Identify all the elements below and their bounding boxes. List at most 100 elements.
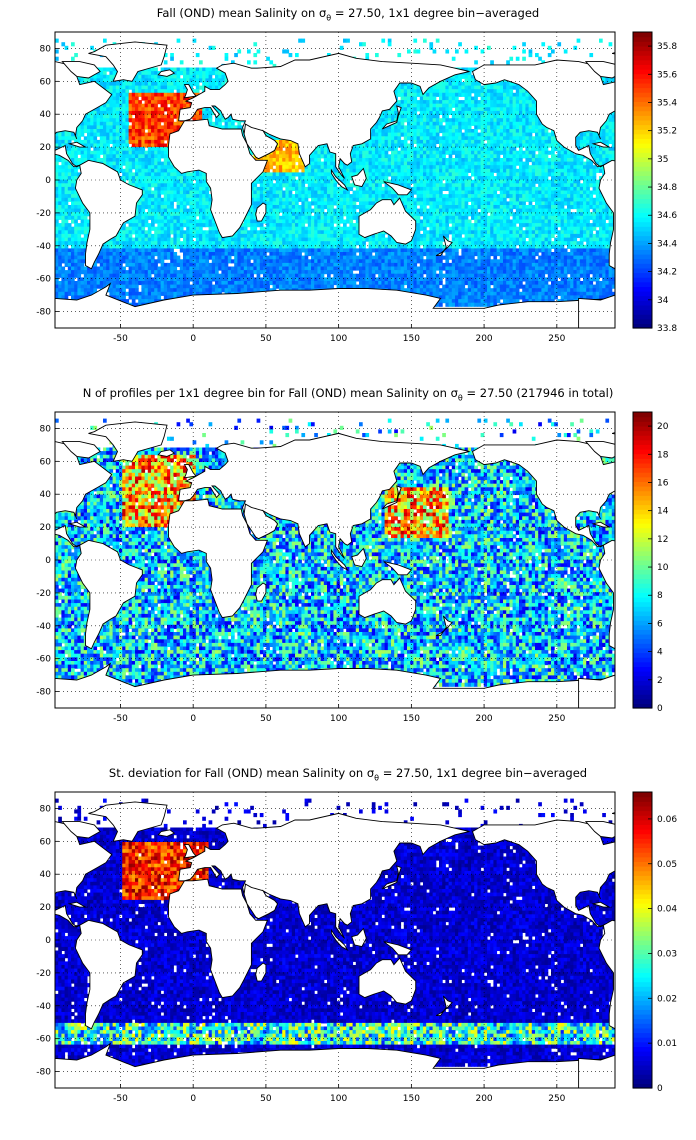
- baffin-island-land: [584, 821, 615, 839]
- colorbar-segment: [633, 226, 652, 232]
- title-text-end: = 27.50, 1x1 degree bin−averaged: [379, 766, 587, 780]
- colorbar-segment: [633, 824, 652, 830]
- colorbar-tick-label: 10: [657, 563, 669, 573]
- colorbar-segment: [633, 92, 652, 98]
- colorbar-segment: [633, 1078, 652, 1084]
- colorbar-tick-label: 12: [657, 535, 668, 545]
- colorbar-segment: [633, 1069, 652, 1075]
- colorbar-segment: [633, 550, 652, 556]
- x-tick-label: 200: [475, 1094, 492, 1104]
- colorbar-segment: [633, 267, 652, 274]
- colorbar-segment: [633, 439, 652, 445]
- colorbar-segment: [633, 1046, 652, 1052]
- colorbar-segment: [633, 518, 652, 524]
- title-text: Fall (OND) mean Salinity on σ: [157, 6, 327, 20]
- colorbar-segment: [633, 829, 652, 835]
- y-tick-label: 20: [40, 903, 52, 913]
- colorbar-segment: [633, 852, 652, 858]
- y-tick-label: -80: [36, 1068, 51, 1078]
- colorbar-tick-label: 33.8: [657, 324, 677, 334]
- colorbar-segment: [633, 953, 652, 960]
- madagascar-land: [255, 202, 267, 222]
- colorbar-segment: [633, 203, 652, 209]
- panel-title: St. deviation for Fall (OND) mean Salini…: [0, 766, 696, 782]
- colorbar-segment: [633, 82, 652, 89]
- colorbar-segment: [633, 972, 652, 978]
- panel-title: Fall (OND) mean Salinity on σθ = 27.50, …: [0, 6, 696, 22]
- colorbar-segment: [633, 180, 652, 186]
- eurasia-land: [178, 52, 470, 179]
- north-america-land: [471, 819, 615, 928]
- colorbar-segment: [633, 184, 652, 190]
- colorbar-segment: [633, 944, 652, 950]
- colorbar-segment: [633, 930, 652, 936]
- y-tick-label: -60: [36, 1035, 51, 1045]
- colorbar-segment: [633, 119, 652, 126]
- cuba-land: [67, 901, 88, 908]
- colorbar-segment: [633, 50, 652, 56]
- colorbar-segment: [633, 652, 652, 658]
- colorbar-segment: [633, 235, 652, 241]
- x-tick-label: 100: [330, 1094, 347, 1104]
- colorbar-tick-label: 4: [657, 648, 663, 658]
- title-text-end: = 27.50 (217946 in total): [463, 386, 613, 400]
- colorbar-segment: [633, 1064, 652, 1071]
- colorbar-segment: [633, 217, 652, 223]
- borneo-land: [351, 927, 367, 948]
- colorbar-segment: [633, 263, 652, 269]
- y-tick-label: 0: [45, 176, 51, 186]
- colorbar-segment: [633, 170, 652, 176]
- greenland-land: [88, 41, 168, 82]
- colorbar-segment: [633, 833, 652, 839]
- colorbar-segment: [633, 147, 652, 153]
- x-tick-label: 50: [260, 334, 272, 344]
- south-america-land: [598, 919, 615, 1030]
- colorbar-tick-label: 35.8: [657, 42, 677, 52]
- colorbar-segment: [633, 73, 652, 79]
- colorbar-segment: [633, 286, 652, 292]
- title-text: St. deviation for Fall (OND) mean Salini…: [109, 766, 374, 780]
- colorbar-segment: [633, 453, 652, 459]
- colorbar-tick-label: 34.2: [657, 268, 677, 278]
- colorbar-tick-label: 0.03: [657, 949, 677, 959]
- colorbar-segment: [633, 523, 652, 529]
- colorbar-segment: [633, 45, 652, 52]
- colorbar-segment: [633, 467, 652, 473]
- new-zealand-land: [435, 995, 453, 1017]
- colorbar-tick-label: 0.04: [657, 905, 677, 915]
- map-figure: -50 0 50 100 150 200 250806040200-20-40-60-800…: [36, 791, 677, 1104]
- colorbar-segment: [633, 198, 652, 204]
- x-tick-label: 0: [190, 334, 196, 344]
- colorbar-segment: [633, 532, 652, 538]
- y-tick-label: -40: [36, 242, 51, 252]
- arabia-land: [243, 123, 279, 160]
- y-tick-label: 40: [40, 870, 52, 880]
- colorbar-segment: [633, 41, 652, 47]
- new-guinea-land: [383, 181, 413, 196]
- colorbar-tick-label: 8: [657, 591, 663, 601]
- colorbar-segment: [633, 569, 652, 575]
- colorbar-tick-label: 18: [657, 450, 669, 460]
- colorbar-segment: [633, 916, 652, 923]
- title-text-end: = 27.50, 1x1 degree bin−averaged: [331, 6, 539, 20]
- colorbar-segment: [633, 1009, 652, 1015]
- colorbar: 0 0.01 0.02 0.03 0.04 0.05 0.06: [632, 791, 677, 1094]
- colorbar-segment: [633, 615, 652, 621]
- colorbar-segment: [633, 212, 652, 218]
- south-america-land: [598, 539, 615, 650]
- map-frame: [54, 31, 616, 329]
- greenland-land: [611, 432, 615, 435]
- colorbar-segment: [633, 675, 652, 681]
- colorbar-segment: [633, 300, 652, 306]
- iceland-land: [682, 450, 696, 457]
- colorbar-segment: [633, 587, 652, 593]
- x-tick-label: 250: [548, 1094, 565, 1104]
- continents: [55, 801, 615, 1088]
- x-tick-label: 0: [190, 714, 196, 724]
- colorbar-segment: [633, 801, 652, 807]
- y-tick-label: 60: [40, 837, 52, 847]
- y-tick-label: -60: [36, 655, 51, 665]
- colorbar-segment: [633, 110, 652, 116]
- colorbar-segment: [633, 805, 652, 812]
